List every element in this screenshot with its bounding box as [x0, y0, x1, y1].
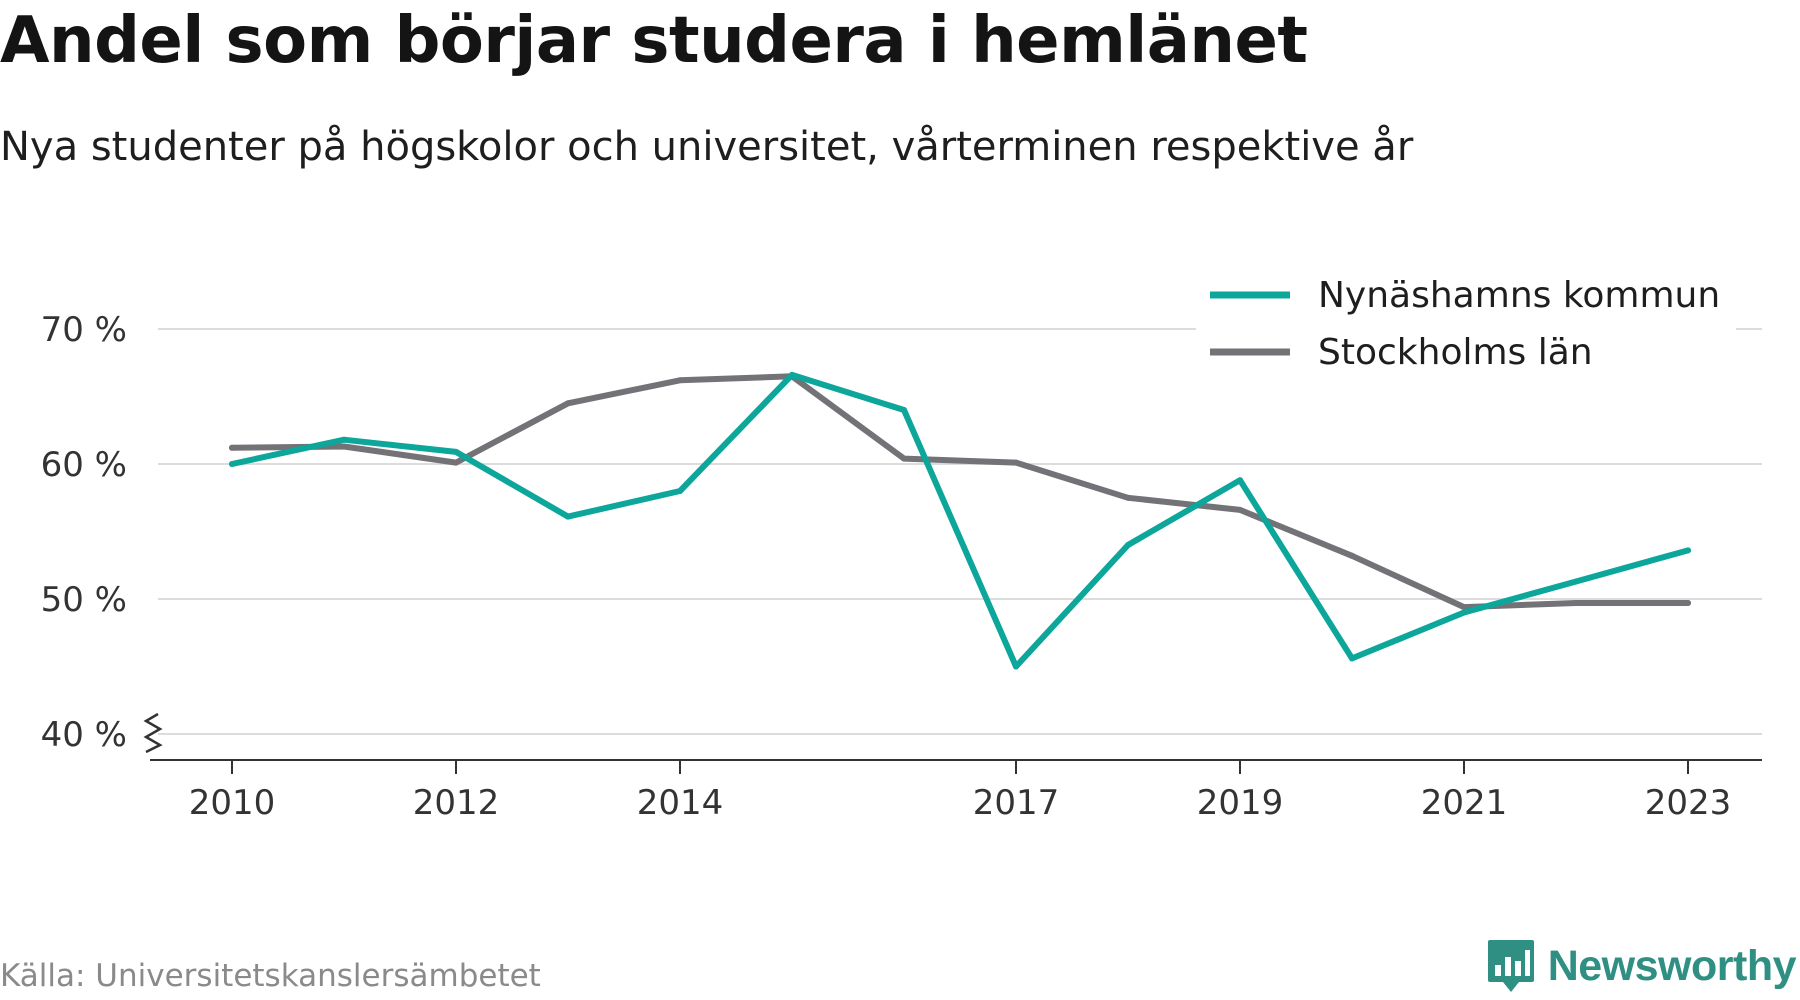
data-point-0-2015	[789, 371, 795, 378]
legend-label-1: Stockholms län	[1318, 332, 1593, 373]
data-point-0-2020	[1349, 655, 1355, 662]
data-point-1-2013	[565, 400, 571, 407]
data-point-0-2017	[1013, 663, 1019, 670]
y-tick-label-50: 50 %	[41, 580, 127, 620]
data-point-0-2018	[1125, 542, 1131, 548]
brand-logo[interactable]: Newsworthy	[1486, 938, 1797, 994]
data-point-1-2019	[1237, 506, 1243, 513]
data-point-0-2013	[565, 513, 571, 520]
data-point-0-2010	[229, 461, 235, 467]
x-tick-label-2023: 2023	[1645, 783, 1732, 823]
data-point-0-2021	[1461, 609, 1467, 616]
data-point-1-2011	[341, 443, 347, 450]
y-tick-label-70: 70 %	[41, 310, 127, 350]
data-point-1-2020	[1349, 552, 1355, 559]
source-note: Källa: Universitetskanslersämbetet	[0, 958, 541, 994]
data-point-0-2011	[341, 436, 347, 443]
x-axis-tick-labels: 2010 2012 2014 2017 2019 2021 2023	[189, 783, 1732, 823]
data-point-1-2018	[1125, 494, 1131, 501]
series-lines	[229, 371, 1691, 670]
data-point-1-2017	[1013, 459, 1019, 466]
data-point-1-2012	[453, 459, 459, 466]
data-point-0-2022	[1573, 578, 1579, 585]
data-point-1-2010	[229, 444, 235, 451]
data-point-1-2023	[1685, 600, 1691, 607]
x-axis	[143, 712, 1762, 774]
chart-title: Andel som börjar studera i hemlänet	[0, 4, 1308, 78]
data-point-0-2016	[901, 407, 907, 413]
data-point-0-2023	[1685, 547, 1691, 554]
x-tick-label-2014: 2014	[637, 783, 724, 823]
series-line-1	[229, 373, 1691, 611]
y-tick-label-40: 40 %	[41, 715, 127, 755]
legend: Nynäshamns kommun Stockholms län	[1196, 266, 1736, 373]
x-tick-label-2017: 2017	[973, 783, 1060, 823]
series-line-0	[229, 371, 1691, 670]
newsworthy-logo-icon	[1487, 940, 1534, 992]
chart-subtitle: Nya studenter på högskolor och universit…	[0, 124, 1414, 170]
data-point-1-2022	[1573, 600, 1579, 607]
y-tick-label-60: 60 %	[41, 445, 127, 485]
x-tick-label-2021: 2021	[1421, 783, 1508, 823]
data-point-1-2021	[1461, 604, 1467, 611]
x-tick-label-2019: 2019	[1197, 783, 1284, 823]
data-point-0-2014	[677, 488, 683, 494]
legend-label-0: Nynäshamns kommun	[1318, 275, 1720, 316]
x-tick-label-2010: 2010	[189, 783, 276, 823]
y-axis-tick-labels: 40 % 50 % 60 % 70 %	[41, 310, 127, 755]
data-point-0-2012	[453, 448, 459, 455]
x-tick-label-2012: 2012	[413, 783, 500, 823]
data-point-1-2016	[901, 455, 907, 462]
data-point-1-2014	[677, 377, 683, 384]
axis-break-icon	[143, 712, 163, 754]
brand-name: Newsworthy	[1547, 941, 1797, 990]
data-point-0-2019	[1237, 477, 1243, 484]
